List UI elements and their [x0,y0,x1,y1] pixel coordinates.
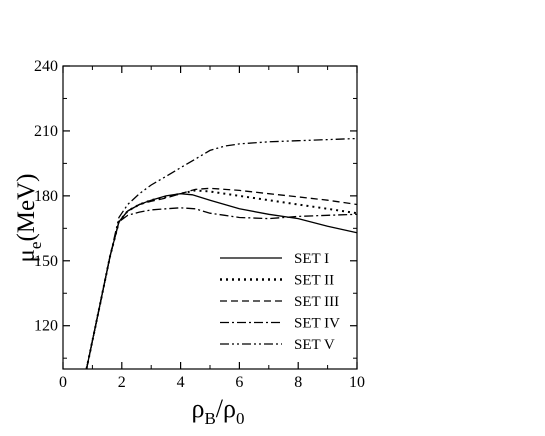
x-label-rho: ρ [191,394,204,423]
x-tick-label: 2 [118,374,126,391]
legend-label-set-v: SET V [294,337,335,353]
y-tick-label: 120 [34,318,58,335]
x-label-sub-b: B [204,409,215,428]
y-tick-label: 150 [34,253,58,270]
y-tick-label: 210 [34,123,58,140]
x-label-slash: / [216,394,224,423]
series-layer [85,137,358,370]
legend-label-set-iii: SET III [294,294,339,310]
x-label-rho0: ρ [223,394,236,423]
y-tick-label: 240 [34,58,58,75]
legend-label-set-ii: SET II [294,273,334,289]
x-axis-label: ρB/ρ0 [191,394,244,428]
legend-label-set-iv: SET IV [294,316,340,332]
y-label-sub-e: e [26,242,45,250]
legend-label-set-i: SET I [294,251,329,267]
x-tick-label: 4 [177,374,185,391]
y-label-mu: μ [13,249,40,262]
y-label-unit: (MeV) [13,174,40,242]
y-tick-label: 180 [34,188,58,205]
x-tick-label: 10 [349,374,365,391]
series-line-set-v [85,137,358,370]
y-axis-label: μe(MeV) [13,174,45,263]
x-tick-label: 8 [294,374,302,391]
x-tick-label: 0 [59,374,67,391]
axis-ticks: 0 2 4 6 8 10 120 150 180 210 240 [34,58,365,391]
x-label-sub-0: 0 [236,409,245,428]
legend: SET I SET II SET III SET IV SET V [220,251,340,353]
x-tick-label: 6 [235,374,243,391]
